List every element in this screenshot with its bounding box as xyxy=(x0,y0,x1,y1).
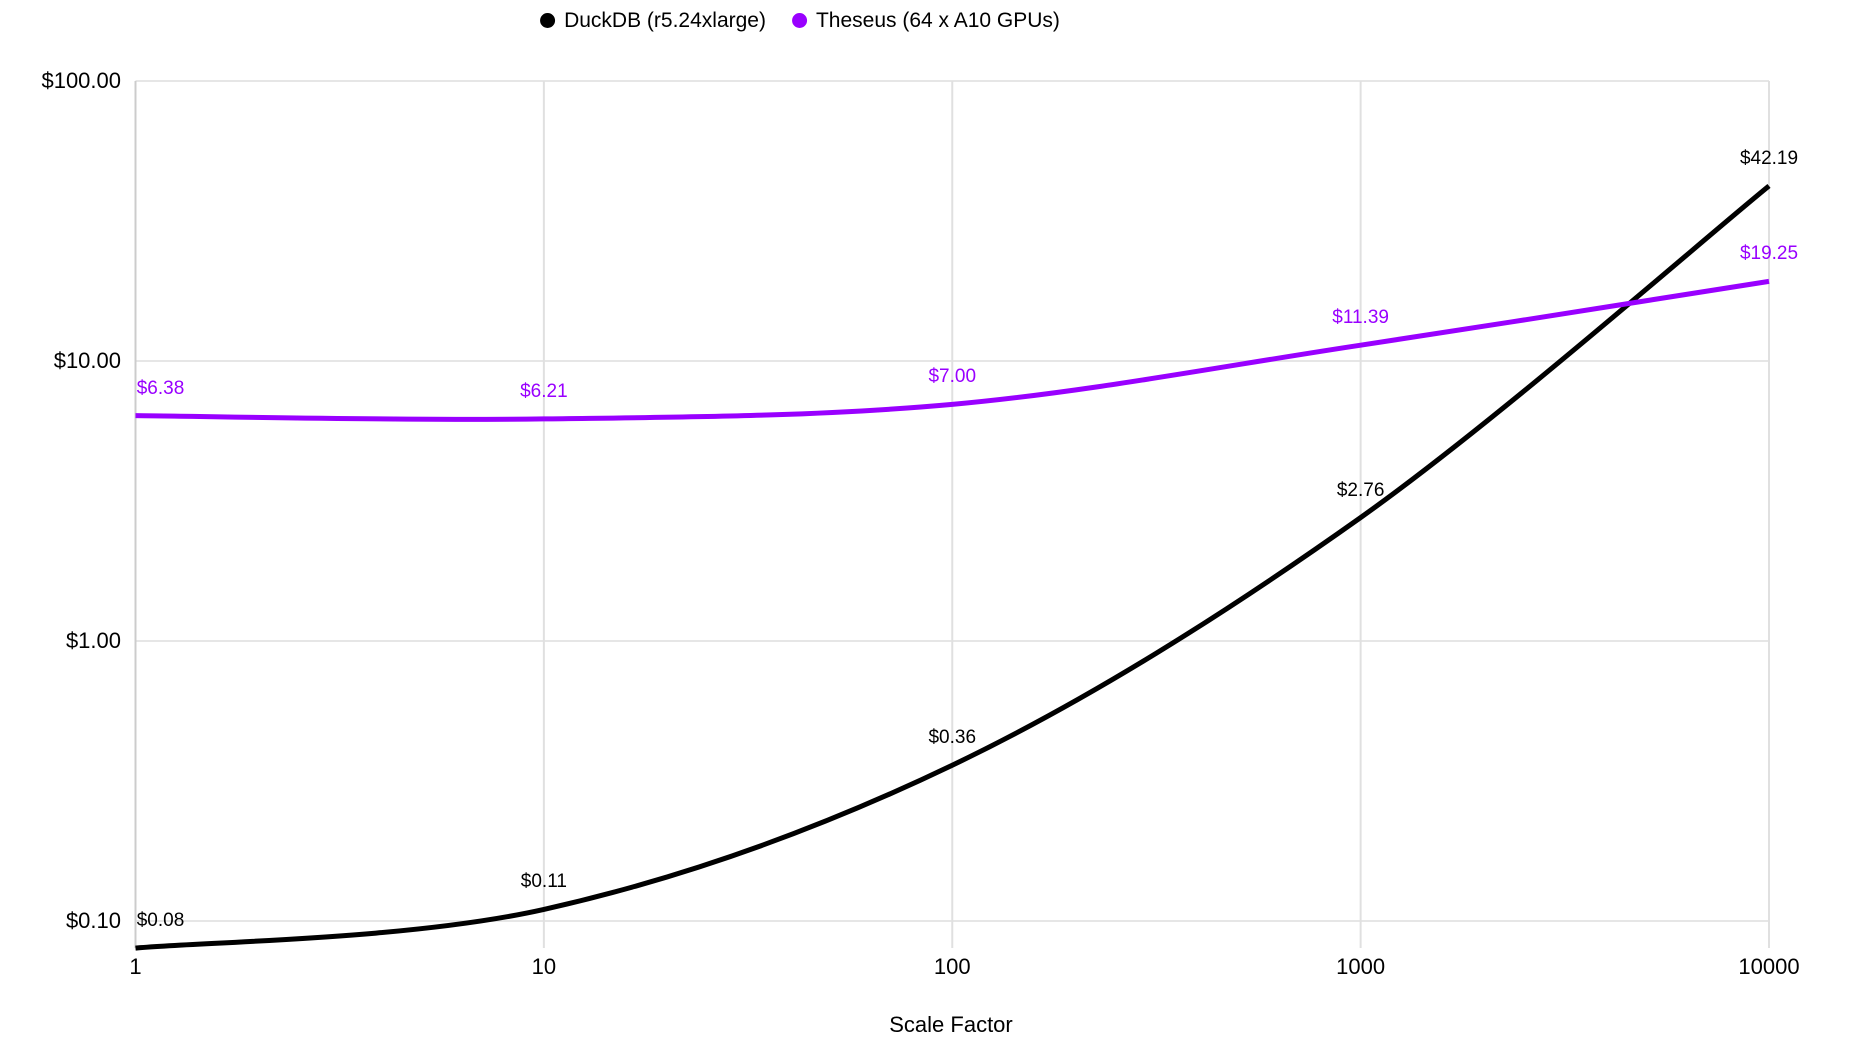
legend-item-duckdb[interactable]: DuckDB (r5.24xlarge) xyxy=(540,7,766,34)
legend-label-theseus: Theseus (64 x A10 GPUs) xyxy=(815,9,1060,32)
y-axis-tick-label: $1.00 xyxy=(65,628,121,653)
x-axis-tick-label: 10000 xyxy=(1738,954,1800,979)
y-axis-tick-label: $0.10 xyxy=(65,908,121,933)
duckdb-point-label: $0.11 xyxy=(520,871,567,893)
y-axis-tick-label: $100.00 xyxy=(41,68,121,93)
theseus-series-dot-icon xyxy=(791,13,807,28)
theseus-point-label: $11.39 xyxy=(1332,307,1389,329)
duckdb-point-label: $0.36 xyxy=(928,727,977,749)
duckdb-point-label: $0.08 xyxy=(136,910,185,932)
theseus-series-line xyxy=(135,278,1770,422)
theseus-point-label: $6.21 xyxy=(520,380,568,402)
x-axis-tick-label: 100 xyxy=(933,954,971,979)
x-axis-title: Scale Factor xyxy=(889,1012,1013,1037)
x-axis-tick-label: 10 xyxy=(531,954,557,979)
x-axis-tick-label: 1 xyxy=(129,954,142,979)
duckdb-point-label: $2.76 xyxy=(1336,479,1385,501)
theseus-point-label: $6.38 xyxy=(136,377,185,399)
legend-label-duckdb: DuckDB (r5.24xlarge) xyxy=(564,9,766,32)
x-axis-tick-label: 1000 xyxy=(1336,954,1386,979)
legend-item-theseus[interactable]: Theseus (64 x A10 GPUs) xyxy=(791,7,1060,34)
y-axis-tick-label: $10.00 xyxy=(53,348,121,373)
chart-legend: DuckDB (r5.24xlarge) Theseus (64 x A10 G… xyxy=(540,7,1060,34)
duckdb-series-dot-icon xyxy=(540,13,556,28)
duckdb-series-line xyxy=(135,184,1771,951)
theseus-point-label: $7.00 xyxy=(928,366,977,388)
duckdb-point-label: $42.19 xyxy=(1739,147,1799,169)
theseus-point-label: $19.25 xyxy=(1739,243,1799,265)
